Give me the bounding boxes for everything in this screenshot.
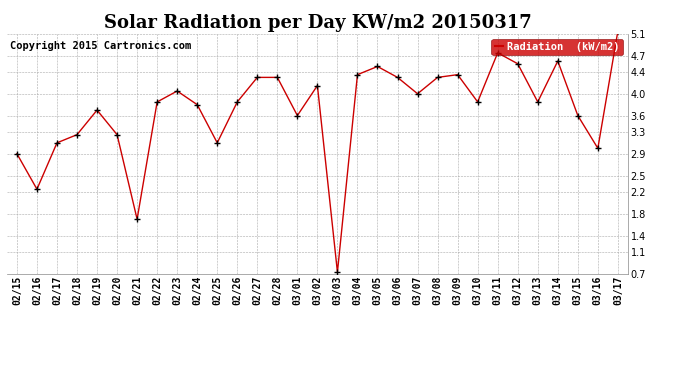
Title: Solar Radiation per Day KW/m2 20150317: Solar Radiation per Day KW/m2 20150317	[104, 14, 531, 32]
Text: Copyright 2015 Cartronics.com: Copyright 2015 Cartronics.com	[10, 41, 191, 51]
Legend: Radiation  (kW/m2): Radiation (kW/m2)	[491, 39, 622, 55]
